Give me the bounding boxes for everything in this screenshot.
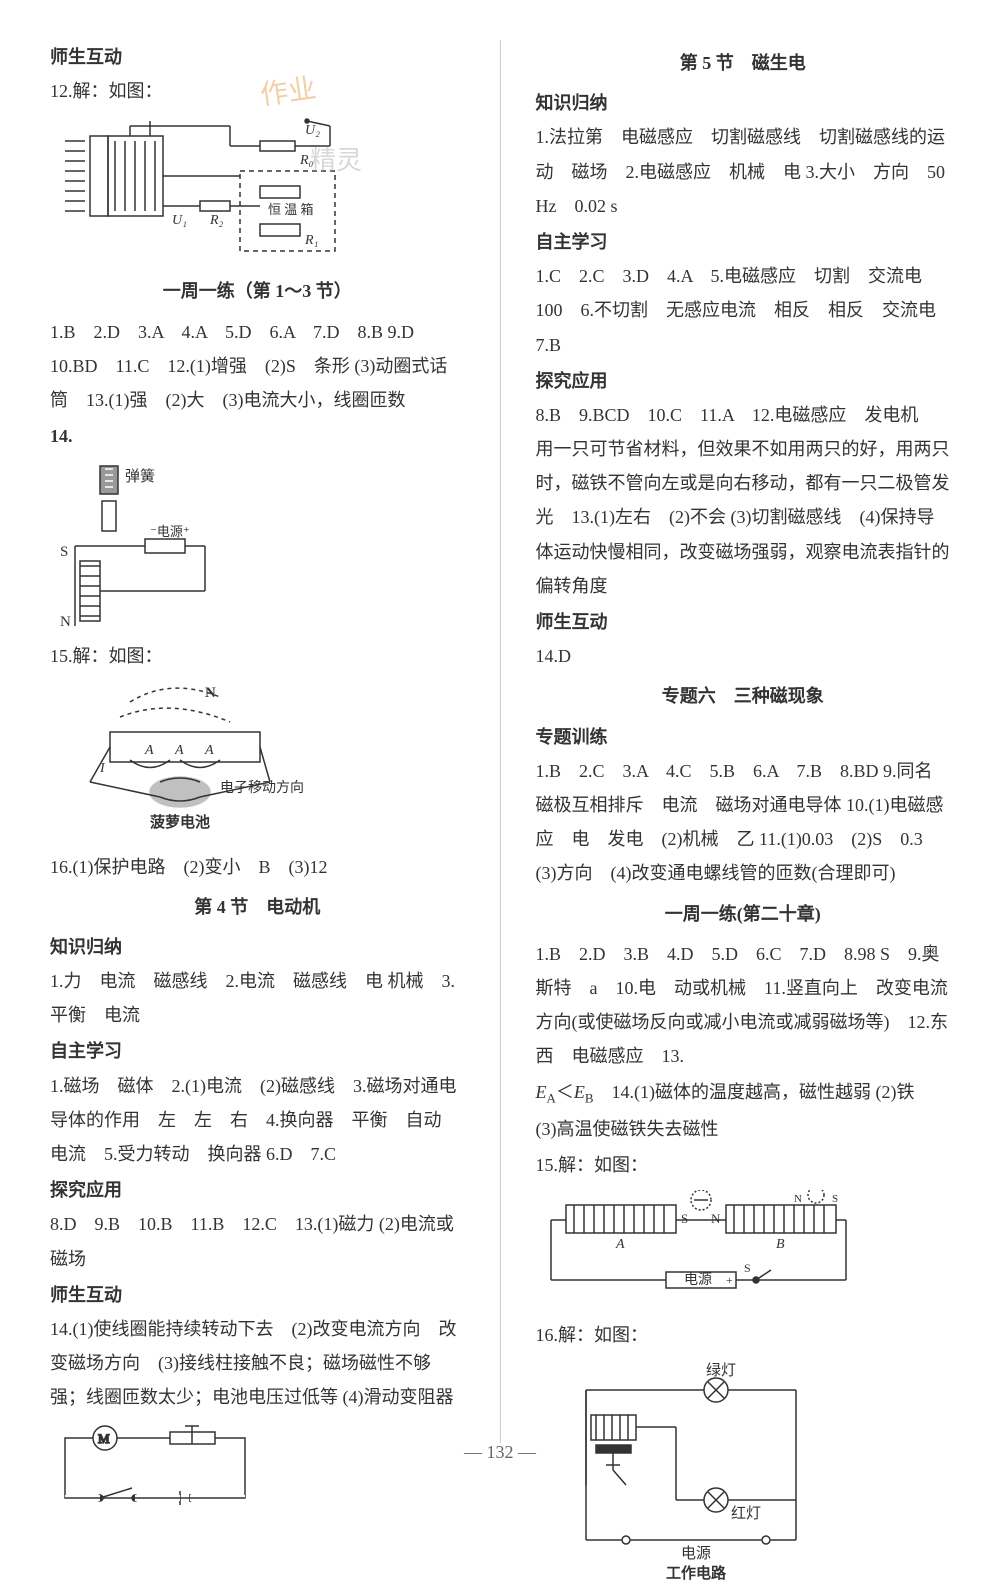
sshhd-r-content: 14.D	[536, 639, 951, 673]
ztxl-content: 1.B 2.C 3.A 4.C 5.B 6.A 7.B 8.BD 9.同名磁极互…	[536, 754, 951, 891]
svg-text:U₁: U₁	[172, 213, 187, 228]
tjyy-r-content: 8.B 9.BCD 10.C 11.A 12.电磁感应 发电机 用一只可节省材料…	[536, 398, 951, 603]
heading-shishenghudong-1: 师生互动	[50, 40, 465, 74]
section-4-title: 第 4 节 电动机	[50, 890, 465, 924]
svg-text:绿灯: 绿灯	[706, 1362, 736, 1379]
weekly-answers-1-3: 1.B 2.D 3.A 4.A 5.D 6.A 7.D 8.B 9.D 10.B…	[50, 315, 465, 418]
heading-zhuantixunlian: 专题训练	[536, 720, 951, 754]
svg-text:R₂: R₂	[209, 213, 224, 228]
q14-num: 14.	[50, 426, 73, 446]
svg-text:菠萝电池: 菠萝电池	[150, 813, 210, 831]
svg-text:A: A	[174, 743, 184, 758]
left-column: 师生互动 12.解：如图：	[50, 40, 465, 1443]
sshhd-content: 14.(1)使线圈能持续转动下去 (2)改变电流方向 改变磁场方向 (3)接线柱…	[50, 1312, 465, 1415]
heading-shishenghudong-2: 师生互动	[50, 1278, 465, 1312]
right-column: 第 5 节 磁生电 知识归纳 1.法拉第 电磁感应 切割磁感线 切割磁感线的运动…	[536, 40, 951, 1443]
svg-text:N: N	[711, 1211, 721, 1226]
heading-tanjiuyingyong-r: 探究应用	[536, 364, 951, 398]
svg-text:+: +	[726, 1273, 733, 1287]
page-container: 师生互动 12.解：如图：	[50, 40, 950, 1443]
svg-text:N: N	[60, 614, 71, 630]
svg-text:弹簧: 弹簧	[125, 468, 155, 485]
svg-text:R₀: R₀	[299, 153, 314, 168]
svg-text:S: S	[60, 544, 68, 560]
q12-label: 12.解：如图：	[50, 74, 465, 108]
svg-text:电子移动方向: 电子移动方向	[220, 780, 304, 796]
tjyy-content: 8.D 9.B 10.B 11.B 12.C 13.(1)磁力 (2)电流或磁场	[50, 1207, 465, 1275]
svg-text:电源: 电源	[681, 1545, 711, 1562]
svg-text:U₂: U₂	[305, 123, 320, 138]
svg-text:工作电路: 工作电路	[666, 1564, 727, 1580]
column-divider	[500, 40, 501, 1443]
svg-text:红灯: 红灯	[731, 1505, 761, 1522]
q16-answer: 16.(1)保护电路 (2)变小 B (3)12	[50, 850, 465, 884]
topic-6-title: 专题六 三种磁现象	[536, 679, 951, 713]
heading-shishenghudong-r: 师生互动	[536, 605, 951, 639]
q16r-label: 16.解：如图：	[536, 1318, 951, 1352]
diagram-12: U₂ R₀ U₁ R₂ R₁ 恒 温 箱	[50, 116, 465, 266]
zzxx-r-content: 1.C 2.C 3.D 4.A 5.电磁感应 切割 交流电 100 6.不切割 …	[536, 259, 951, 362]
page-number: — 132 —	[0, 1442, 1000, 1463]
q15r-label: 15.解：如图：	[536, 1148, 951, 1182]
svg-text:⁻电源⁺: ⁻电源⁺	[150, 524, 190, 539]
svg-text:I: I	[99, 761, 106, 776]
svg-text:电源: 电源	[684, 1272, 712, 1288]
weekly-20-content: 1.B 2.D 3.B 4.D 5.D 6.C 7.D 8.98 S 9.奥斯特…	[536, 937, 951, 1074]
diagram-14: 弹簧 ⁻电源⁺ S N	[50, 461, 465, 631]
zsgn-r-content: 1.法拉第 电磁感应 切割磁感线 切割磁感线的运动 磁场 2.电磁感应 机械 电…	[536, 120, 951, 223]
heading-zhishiguina: 知识归纳	[50, 930, 465, 964]
svg-text:A: A	[144, 743, 154, 758]
heading-zhishiguina-r: 知识归纳	[536, 86, 951, 120]
heading-zizhuxuexi-r: 自主学习	[536, 225, 951, 259]
heading-zizhuxuexi: 自主学习	[50, 1034, 465, 1068]
diagram-15: N A A A I 电子移动方向 菠萝电池	[50, 682, 465, 842]
diagram-motor-circuit: M	[50, 1423, 465, 1513]
svg-text:N: N	[205, 685, 216, 701]
q15-label: 15.解：如图：	[50, 639, 465, 673]
heading-tanjiuyingyong: 探究应用	[50, 1173, 465, 1207]
diagram-15r: S N N S A B 电源 + S	[536, 1190, 951, 1310]
zsgn-content: 1.力 电流 磁感线 2.电流 磁感线 电 机械 3.平衡 电流	[50, 964, 465, 1032]
diagram-16r: 绿灯 红灯 电源 工作电路	[536, 1360, 951, 1580]
svg-text:N: N	[794, 1193, 802, 1205]
svg-text:恒 温 箱: 恒 温 箱	[268, 202, 314, 217]
weekly-20b-content: EA＜EB 14.(1)磁体的温度越高，磁性越弱 (2)铁 (3)高温使磁铁失去…	[536, 1075, 951, 1145]
svg-text:S: S	[681, 1211, 688, 1226]
weekly-20-title: 一周一练(第二十章)	[536, 897, 951, 931]
svg-text:S: S	[744, 1261, 751, 1275]
zzxx-content: 1.磁场 磁体 2.(1)电流 (2)磁感线 3.磁场对通电导体的作用 左 左 …	[50, 1069, 465, 1172]
svg-text:A: A	[615, 1237, 625, 1252]
svg-text:S: S	[832, 1193, 838, 1205]
svg-text:B: B	[776, 1237, 785, 1252]
svg-text:A: A	[204, 743, 214, 758]
weekly-title-1-3: 一周一练（第 1～3 节）	[50, 274, 465, 308]
svg-text:R₁: R₁	[304, 233, 318, 248]
section-5-title: 第 5 节 磁生电	[536, 46, 951, 80]
q14-label: 14.	[50, 419, 465, 453]
